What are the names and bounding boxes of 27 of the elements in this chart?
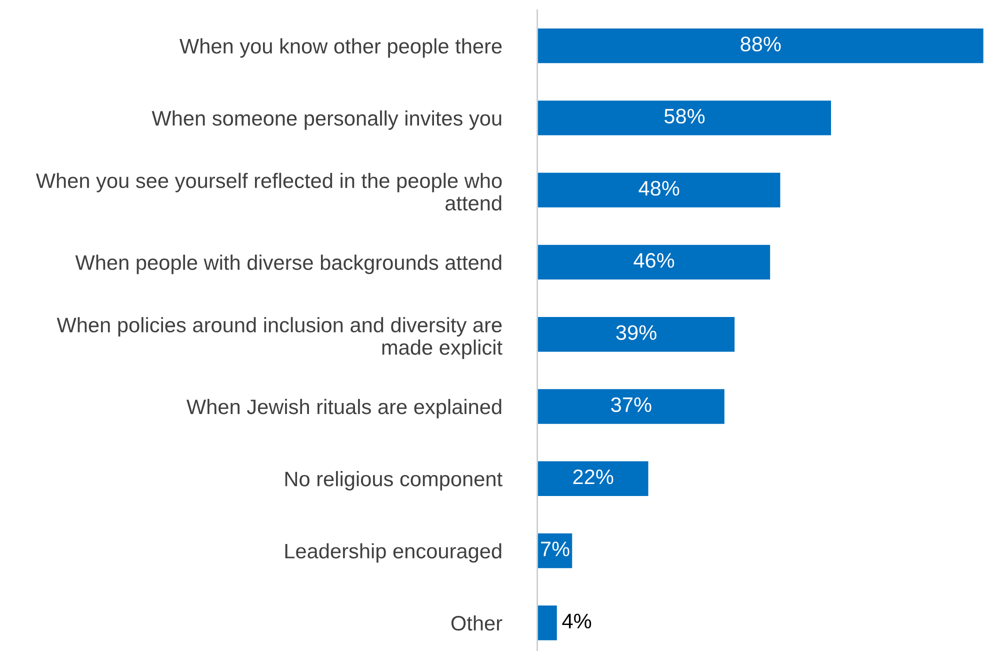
y-tick-label: When policies around inclusion and diversity are made explicit xyxy=(56,317,502,359)
bar xyxy=(537,99,832,137)
data-label: 22% xyxy=(573,469,614,484)
bar xyxy=(537,532,574,570)
y-tick-label: When people with diverse backgrounds attend xyxy=(75,254,502,274)
y-tick-label: When Jewish rituals are explained xyxy=(186,398,502,418)
bar xyxy=(537,388,726,426)
bar xyxy=(537,243,772,281)
bar xyxy=(537,27,984,65)
data-label: 39% xyxy=(616,325,656,340)
data-label: 58% xyxy=(664,108,705,124)
data-label: 37% xyxy=(611,397,652,412)
y-tick-label: When you know other people there xyxy=(180,38,502,58)
bar xyxy=(537,460,650,498)
data-label: 4% xyxy=(562,614,592,628)
bar xyxy=(537,171,782,209)
y-tick-label: When you see yourself reflected in the people who attend xyxy=(36,172,502,211)
data-label: 88% xyxy=(740,36,781,52)
data-label: 7% xyxy=(541,542,570,556)
bar xyxy=(537,316,736,354)
y-tick-label: Other xyxy=(451,615,502,631)
data-label: 48% xyxy=(638,180,680,196)
bar xyxy=(537,604,558,642)
data-label: 46% xyxy=(634,253,674,268)
y-tick-label: No religious component xyxy=(285,471,502,490)
y-tick-label: When someone personally invites you xyxy=(152,110,502,130)
y-tick-label: Leadership encouraged xyxy=(285,543,502,563)
